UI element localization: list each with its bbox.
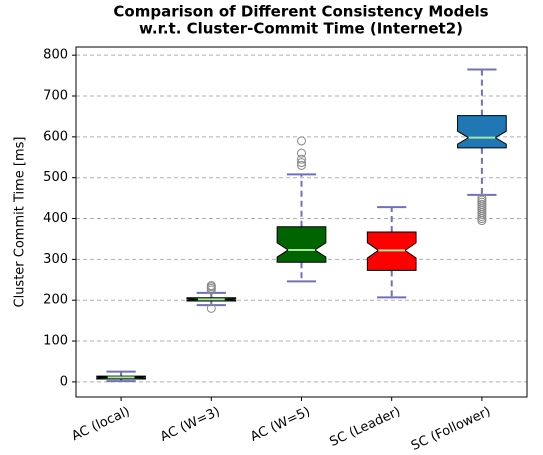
- flier: [477, 193, 487, 203]
- y-axis-label: Cluster Commit Time [ms]: [13, 137, 28, 308]
- flier: [206, 281, 216, 291]
- y-tick-label: 800: [43, 48, 68, 63]
- flier: [297, 154, 306, 164]
- chart-title: w.r.t. Cluster-Commit Time (Internet2): [139, 20, 463, 38]
- flier: [297, 148, 306, 158]
- flier: [297, 160, 306, 170]
- flier: [297, 158, 306, 168]
- y-tick-label: 200: [43, 293, 68, 308]
- y-tick-label: 700: [43, 89, 68, 104]
- x-tick-label: AC (W=3): [158, 404, 222, 445]
- flier: [297, 136, 306, 146]
- y-tick-label: 100: [43, 334, 68, 349]
- x-tick-label: SC (Leader): [327, 404, 402, 450]
- y-tick-label: 300: [43, 252, 68, 267]
- x-tick-label: AC (local): [69, 404, 132, 444]
- chart-title: Comparison of Different Consistency Mode…: [113, 3, 488, 21]
- box: [457, 115, 507, 149]
- y-tick-label: 400: [43, 211, 68, 226]
- flier: [206, 303, 216, 313]
- plot-frame: [75, 46, 528, 398]
- y-tick-label: 500: [43, 170, 68, 185]
- x-tick-label: AC (W=5): [248, 404, 312, 445]
- x-tick-label: SC (Follower): [409, 404, 493, 454]
- y-tick-label: 600: [43, 129, 68, 144]
- y-tick-label: 0: [60, 374, 68, 389]
- box: [276, 226, 327, 263]
